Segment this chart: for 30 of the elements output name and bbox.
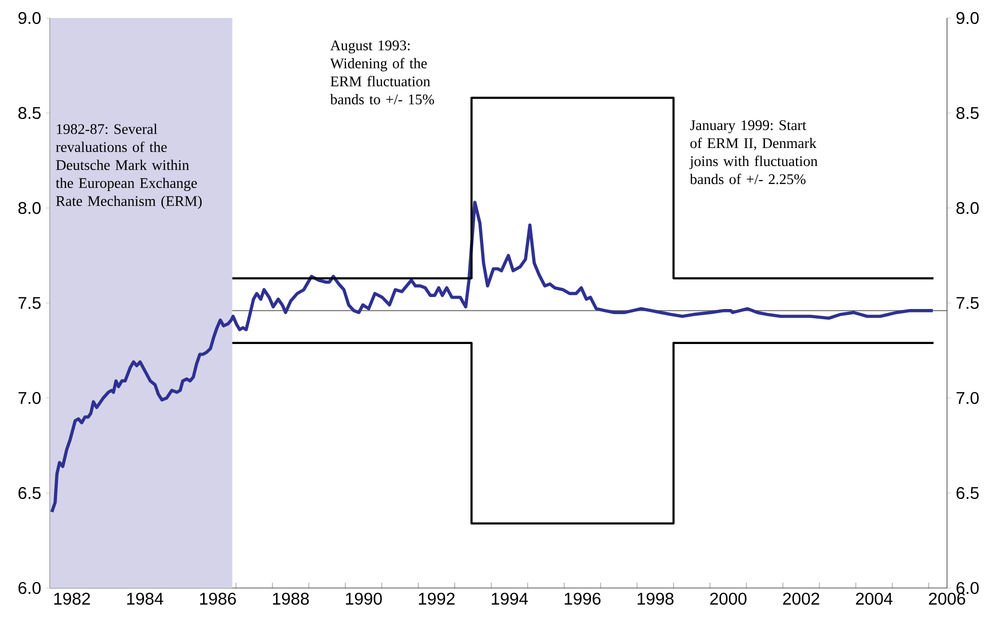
y2-tick-label: 7.5: [956, 297, 979, 309]
x-tick-label: 2000: [710, 592, 746, 605]
y2-tick-label: 9.0: [956, 12, 979, 24]
x-tick-label: 1990: [346, 592, 382, 605]
y2-tick-label: 6.5: [956, 486, 979, 500]
x-tick-label: 2002: [783, 592, 820, 605]
x-tick-label: 1988: [273, 592, 309, 605]
x-tick-label: 1994: [492, 592, 528, 605]
x-tick-label: 1986: [200, 592, 236, 605]
x-tick-label: 1992: [418, 592, 455, 605]
y-tick-label: 6.5: [18, 486, 41, 500]
annotation: 1982-87: Several revaluations of the Deutsche Mark within the European Exchange Rate Mechanism (ERM): [56, 124, 202, 210]
y-tick-label: 7.5: [18, 297, 41, 309]
x-tick-label: 1998: [638, 592, 674, 605]
y2-tick-label: 8.0: [956, 202, 979, 214]
y2-tick-label: 6.0: [956, 582, 979, 594]
y-tick-label: 9.0: [18, 12, 41, 24]
y-tick-label: 7.0: [18, 392, 41, 404]
y2-tick-label: 7.0: [956, 392, 979, 404]
annotation: January 1999: Start of ERM II, Denmark joins with fluctuation bands of +/- 2.25%: [689, 120, 818, 184]
x-tick-label: 1996: [564, 592, 601, 605]
y-tick-label: 8.5: [18, 106, 41, 120]
x-tick-label: 1984: [127, 592, 164, 605]
y2-tick-label: 8.5: [956, 106, 979, 120]
x-tick-label: 2004: [856, 592, 892, 605]
annotation: August 1993: Widening of the ERM fluctuation bands to +/- 15%: [330, 40, 434, 104]
y-tick-label: 8.0: [18, 202, 41, 214]
y-tick-label: 6.0: [18, 582, 41, 594]
x-tick-label: 2006: [928, 592, 966, 605]
x-tick-label: 1982: [54, 592, 90, 605]
